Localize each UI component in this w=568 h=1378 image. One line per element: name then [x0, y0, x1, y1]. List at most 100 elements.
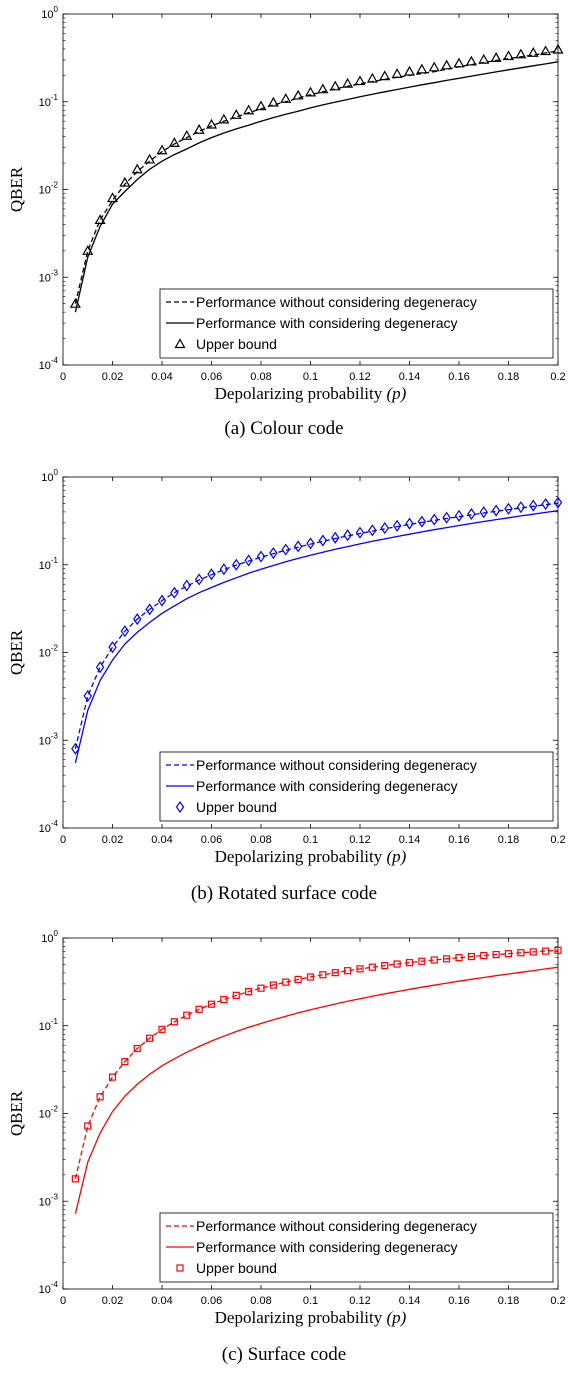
y-tick-label: 10-1: [39, 1017, 59, 1033]
data-point-marker: [405, 517, 414, 530]
x-tick-label: 0.02: [102, 1295, 123, 1307]
chart-rotated-surface-code: 0 0.02 0.04 0.06 0.08 0.1 0.12 0.14 0.16 0.18 0.2 1…: [7, 468, 566, 866]
data-point-marker: [317, 83, 329, 94]
data-point-marker: [540, 45, 552, 56]
y-axis-label: QBER: [7, 629, 26, 675]
data-point-marker: [181, 130, 193, 140]
data-point-marker: [131, 163, 143, 174]
data-point-marker: [416, 63, 428, 74]
data-point-marker: [256, 550, 266, 563]
data-point-marker: [95, 661, 105, 674]
data-point-marker: [145, 603, 154, 616]
data-point-marker: [267, 96, 279, 107]
data-point-marker: [170, 586, 179, 599]
data-point-marker: [453, 57, 465, 68]
data-point-marker: [356, 965, 364, 973]
x-tick-label: 0: [60, 834, 66, 846]
data-point-marker: [343, 529, 352, 542]
data-point-marker: [392, 519, 402, 532]
legend-label: Performance without considering degenera…: [196, 757, 477, 773]
chart-caption: (a) Colour code: [224, 418, 344, 439]
data-point-marker: [282, 978, 290, 986]
x-tick-label: 0.18: [498, 1295, 519, 1307]
x-tick-label: 0.02: [102, 371, 123, 383]
data-point-marker: [393, 960, 401, 968]
data-point-marker: [329, 80, 341, 91]
data-point-marker: [219, 563, 229, 576]
series-line-solid: [74, 61, 559, 313]
data-point-marker: [205, 118, 218, 129]
data-point-marker: [71, 742, 80, 755]
data-point-marker: [516, 501, 526, 514]
data-point-marker: [195, 1005, 203, 1013]
data-point-marker: [443, 955, 451, 963]
data-point-marker: [108, 641, 117, 654]
chart-panel-rotated-surface-code: 0 0.02 0.04 0.06 0.08 0.1 0.12 0.14 0.16 0.18 0.2 1…: [0, 463, 568, 913]
data-point-marker: [480, 951, 488, 960]
data-point-marker: [133, 613, 142, 626]
data-point-marker: [243, 104, 255, 115]
legend-label: Upper bound: [196, 799, 277, 815]
data-point-marker: [318, 534, 328, 547]
x-axis-label: Depolarizing probability (p): [215, 1308, 407, 1327]
x-tick-label: 0.16: [448, 834, 469, 846]
data-point-marker: [144, 153, 156, 164]
data-point-marker: [405, 959, 414, 967]
series-line-dashed: [74, 502, 559, 749]
data-point-marker: [120, 625, 130, 638]
data-point-marker: [380, 521, 389, 535]
data-point-marker: [146, 1034, 154, 1042]
x-tick-label: 0.08: [250, 371, 271, 383]
y-tick-label: 10-3: [39, 1192, 59, 1208]
x-tick-label: 0.08: [250, 834, 271, 846]
y-tick-label: 100: [41, 929, 58, 945]
data-point-marker: [218, 113, 230, 124]
series-line-dashed: [74, 949, 559, 1179]
data-point-marker: [121, 1058, 129, 1066]
chart-panel-colour-code: 0 0.02 0.04 0.06 0.08 0.1 0.12 0.14 0.16 0.18 0.2 1…: [0, 0, 568, 450]
data-point-marker: [492, 950, 500, 959]
data-point-marker: [430, 956, 438, 964]
legend-label: Performance with considering degeneracy: [196, 315, 457, 331]
data-point-marker: [331, 969, 339, 977]
data-point-marker: [354, 75, 366, 86]
data-point-marker: [368, 963, 376, 971]
data-point-marker: [193, 123, 205, 134]
data-point-marker: [119, 176, 131, 187]
data-point-marker: [232, 991, 240, 999]
x-axis-label: Depolarizing probability (p): [215, 847, 407, 866]
data-point-marker: [183, 1011, 191, 1019]
data-point-marker: [157, 594, 167, 607]
data-point-marker: [292, 89, 304, 100]
data-point-marker: [552, 43, 564, 54]
legend-label: Upper bound: [196, 336, 277, 352]
data-point-marker: [504, 950, 513, 958]
chart-caption: (b) Rotated surface code: [190, 883, 378, 904]
x-tick-label: 0: [60, 1295, 66, 1307]
data-point-marker: [306, 973, 315, 981]
data-point-marker: [269, 546, 278, 560]
x-tick-label: 0.06: [201, 1295, 222, 1307]
legend-box: [159, 288, 554, 359]
data-point-marker: [82, 245, 94, 255]
data-point-marker: [428, 61, 440, 72]
data-point-marker: [391, 68, 403, 78]
data-point-marker: [194, 573, 204, 586]
data-point-marker: [280, 93, 292, 103]
data-point-marker: [502, 50, 515, 61]
y-tick-label: 10-4: [39, 819, 59, 835]
y-tick-label: 10-4: [39, 356, 59, 372]
data-point-marker: [418, 957, 426, 965]
series-line-solid: [74, 510, 559, 764]
x-tick-label: 0.06: [201, 371, 222, 383]
data-point-marker: [244, 554, 253, 567]
data-point-marker: [230, 109, 242, 119]
legend-label: Upper bound: [196, 1260, 277, 1276]
data-point-marker: [257, 984, 265, 992]
legend-marker: [174, 338, 186, 349]
y-axis-label: QBER: [7, 166, 26, 212]
legend-marker: [176, 1264, 184, 1272]
x-tick-label: 0.16: [448, 1295, 469, 1307]
data-point-marker: [83, 689, 92, 702]
x-tick-label: 0.14: [399, 834, 420, 846]
